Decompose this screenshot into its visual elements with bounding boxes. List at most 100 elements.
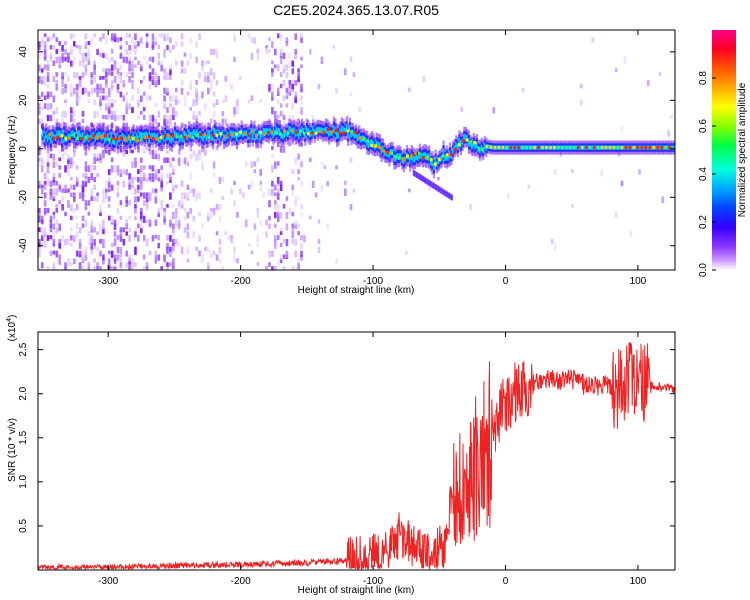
spectrogram-ridge-core [288, 126, 291, 133]
spectrogram-noise-cell [78, 45, 82, 50]
spectrogram-noise-cell [142, 254, 146, 260]
spectrogram-noise-cell [218, 215, 222, 222]
spectrogram-noise-cell [206, 266, 210, 270]
spectrogram-noise-cell [291, 83, 295, 90]
spectrogram-ridge-core [84, 135, 88, 142]
spectrogram-noise-cell [107, 99, 111, 107]
spectrogram-noise-cell [81, 118, 85, 123]
spectrogram-noise-cell [125, 122, 129, 130]
spectrogram-noise-cell [180, 200, 184, 206]
spectrogram-ridge-core [191, 131, 194, 139]
spectrogram-ridge-peak [557, 145, 560, 150]
spectrogram-noise-cell [157, 79, 161, 85]
spectrogram-ridge-core [340, 125, 343, 133]
spectrogram-noise-cell [87, 176, 91, 183]
spectrogram-noise-cell [189, 107, 193, 111]
spectrogram-noise-cell [553, 242, 557, 251]
spectrogram-ridge-core [172, 136, 175, 142]
spectrogram-noise-cell [282, 266, 286, 270]
spectrogram-ridge-core [444, 155, 447, 161]
spectrogram-noise-cell [169, 37, 172, 44]
spectrogram-ridge-core [135, 132, 138, 139]
spectrogram-noise-cell [265, 231, 268, 238]
spectrogram-noise-cell [174, 87, 178, 93]
spectrogram-noise-cell [215, 79, 219, 86]
spectrogram-noise-cell [212, 211, 216, 216]
spectrogram-noise-cell [288, 87, 292, 95]
spectrogram-ridge-branch [435, 184, 438, 191]
spectrogram-noise-cell [148, 173, 152, 181]
spectrogram-noise-cell [154, 37, 158, 45]
spectrogram-noise-cell [134, 215, 137, 221]
spectrogram-noise-cell [81, 184, 85, 192]
spectrogram-noise-cell [49, 192, 53, 200]
spectrogram-noise-cell [294, 266, 297, 270]
spectrogram-noise-cell [271, 165, 274, 173]
spectrogram-ridge-peak [275, 131, 278, 135]
spectrogram-noise-cell [169, 250, 172, 258]
spectrogram-ridge-core [110, 132, 113, 139]
spectrogram-ridge-peak [553, 145, 556, 150]
spectrogram-noise-cell [180, 79, 184, 86]
spectrogram-noise-cell [160, 33, 163, 39]
spectrogram-noise-cell [300, 56, 303, 61]
spectrogram-noise-cell [61, 87, 64, 95]
spectrogram-noise-cell [125, 107, 129, 115]
spectrogram-ridge-peak [628, 145, 632, 150]
spectrogram-noise-cell [116, 254, 120, 261]
spectrogram-ridge-core [148, 137, 151, 144]
spectrogram-noise-cell [137, 200, 140, 205]
spectrogram-ridge-peak [239, 130, 242, 134]
spectrogram-ridge-core [275, 126, 278, 134]
spectrogram-noise-cell [160, 180, 163, 188]
spectrogram-noise-cell [38, 180, 41, 185]
spectrogram-noise-cell [49, 153, 53, 159]
spectrogram-noise-cell [107, 250, 111, 255]
snr-x-axis-label: Height of straight line (km) [298, 585, 415, 596]
spectrogram-noise-cell [67, 238, 70, 246]
spectrogram-noise-cell [75, 99, 79, 106]
spectrogram-ridge-core [672, 145, 675, 150]
snr-x-ticks: -300 -200 -100 0 100 [98, 332, 647, 587]
spectrogram-noise-cell [81, 180, 85, 187]
spectrogram-noise-cell [81, 250, 85, 257]
spectrogram-noise-cell [239, 188, 242, 194]
spectrogram-noise-cell [279, 48, 283, 56]
spectrogram-noise-cell [128, 176, 131, 183]
spectrogram-noise-cell [259, 169, 263, 176]
spectrogram-noise-cell [297, 76, 300, 82]
spectrogram-noise-cell [49, 215, 53, 223]
spectrogram-noise-cell [70, 114, 73, 123]
spectrogram-ridge-branch [436, 185, 439, 192]
spectrogram-ridge-core [440, 154, 444, 161]
spectrogram-ridge-core [261, 130, 264, 137]
spectrogram-ridge-peak [96, 136, 99, 140]
spectrogram-noise-cell [107, 262, 111, 269]
spectrogram-noise-cell [268, 262, 271, 267]
spectrogram-noise-cell [268, 200, 271, 208]
spectrogram-ridge-core [436, 161, 439, 167]
spectrogram-noise-cell [134, 48, 137, 55]
spectrogram-noise-cell [81, 110, 85, 117]
spectrogram-noise-cell [244, 219, 248, 224]
spectrogram-noise-cell [157, 52, 161, 60]
spectrogram-noise-cell [160, 266, 163, 270]
spectrogram-noise-cell [285, 196, 289, 201]
spectrogram-noise-cell [113, 110, 117, 116]
spectrogram-noise-cell [119, 64, 123, 71]
spectrogram-noise-cell [122, 169, 126, 174]
spectrogram-noise-cell [335, 87, 338, 94]
spectrogram-ridge-core [113, 138, 116, 145]
spectrogram-noise-cell [52, 262, 56, 268]
spectrogram-ridge-peak [565, 145, 568, 150]
spectrogram-noise-cell [276, 262, 280, 267]
spectrogram-ridge-peak [620, 145, 624, 150]
spectrogram-ridge-peak [549, 145, 552, 150]
spectrogram-noise-cell [55, 180, 59, 186]
spectrogram-ridge-core [445, 153, 448, 161]
spectrogram-noise-cell [119, 215, 123, 221]
spectrogram-ridge-peak [664, 145, 668, 150]
spectrogram-noise-cell [134, 231, 137, 238]
spectrogram-noise-cell [186, 258, 190, 263]
spectrogram-noise-cell [204, 103, 207, 110]
